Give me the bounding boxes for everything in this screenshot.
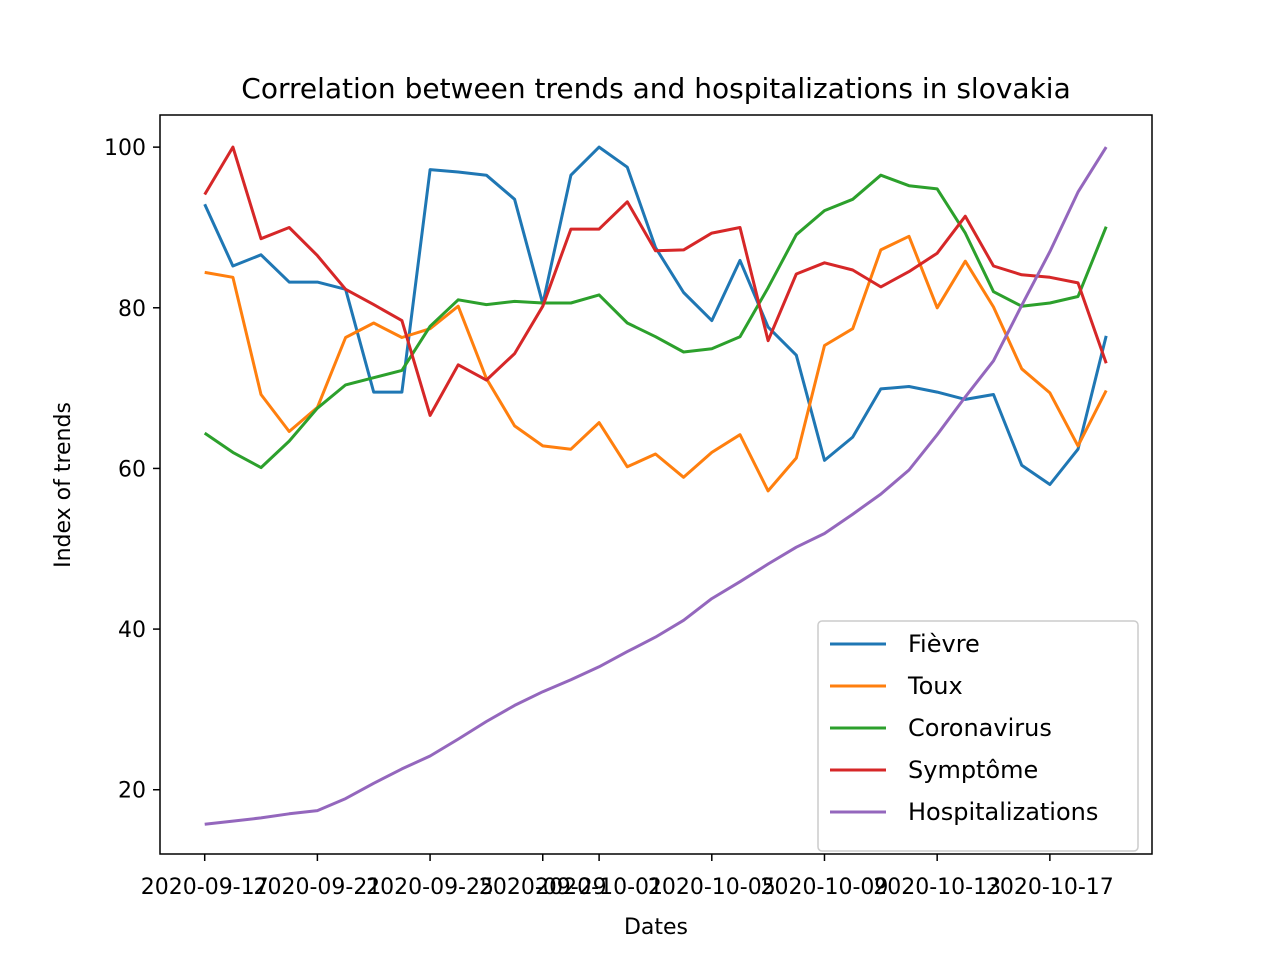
- x-axis: 2020-09-172020-09-212020-09-252020-09-29…: [141, 854, 1114, 900]
- y-tick-label: 60: [118, 457, 146, 482]
- x-tick-label: 2020-10-13: [873, 875, 1001, 900]
- x-tick-label: 2020-10-01: [535, 875, 663, 900]
- series-layer: [203, 145, 1108, 826]
- x-tick-label: 2020-09-21: [253, 875, 381, 900]
- legend-label: Symptôme: [908, 756, 1038, 784]
- legend-label: Toux: [907, 672, 963, 700]
- plot-frame: [159, 114, 1153, 855]
- x-tick-label: 2020-10-17: [986, 875, 1114, 900]
- series-line-1: [204, 234, 1108, 493]
- series-line-4: [204, 146, 1108, 826]
- series-line-3: [203, 145, 1108, 417]
- y-axis: 20 40 60 80 100: [104, 136, 160, 804]
- y-tick-label: 40: [118, 618, 146, 643]
- series-line-0: [203, 145, 1108, 486]
- legend-box: [817, 620, 1139, 852]
- x-tick-label: 2020-09-17: [141, 875, 269, 900]
- chart-title: Correlation between trends and hospitali…: [241, 72, 1070, 105]
- x-tick-label: 2020-10-05: [648, 875, 776, 900]
- legend-label: Coronavirus: [908, 714, 1052, 742]
- x-tick-label: 2020-09-29: [479, 875, 607, 900]
- legend-label: Fièvre: [908, 630, 980, 658]
- x-tick-label: 2020-09-25: [366, 875, 494, 900]
- x-axis-title: Dates: [624, 915, 688, 940]
- x-tick-label: 2020-10-09: [761, 875, 889, 900]
- y-axis-title: Index of trends: [51, 402, 76, 568]
- y-tick-label: 100: [104, 136, 146, 161]
- series-line-2: [203, 173, 1108, 470]
- legend-label: Hospitalizations: [908, 798, 1098, 826]
- y-tick-label: 20: [118, 779, 146, 804]
- y-tick-label: 80: [118, 297, 146, 322]
- legend: Fièvre Toux Coronavirus Symptôme Hospitaliza…: [817, 620, 1139, 852]
